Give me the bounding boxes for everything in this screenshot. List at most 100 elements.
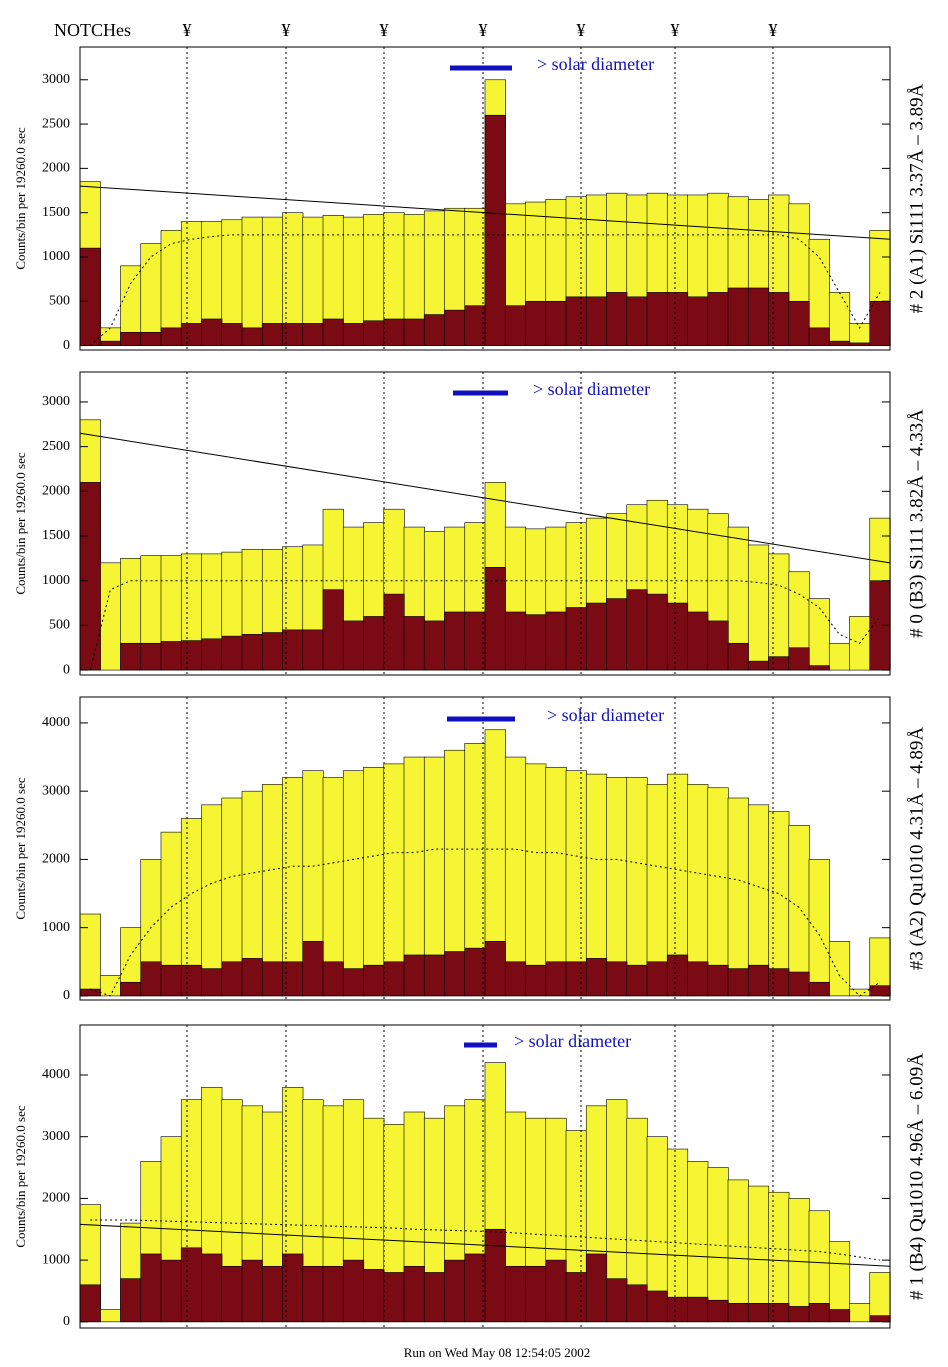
- bin-bar: [140, 961, 162, 997]
- bin-bar: [687, 961, 709, 997]
- bin-bar: [666, 954, 689, 997]
- bin-bar: [606, 292, 628, 346]
- bin-bar: [79, 482, 101, 671]
- y-tick-label: 1000: [42, 920, 70, 935]
- y-tick-label: 3000: [42, 72, 70, 87]
- bin-bar: [403, 616, 425, 671]
- bin-bar: [747, 1185, 770, 1323]
- footer: Run on Wed May 08 12:54:05 2002: [404, 1345, 591, 1360]
- bin-bar: [79, 1284, 101, 1323]
- side-label: # 0 (B3) Si111 3.82Å – 4.33Å: [906, 409, 927, 638]
- bin-bar: [322, 589, 344, 671]
- bin-bar: [849, 1303, 871, 1323]
- y-tick-label: 1000: [42, 573, 70, 588]
- y-tick-label: 3000: [42, 783, 70, 798]
- bin-bar: [808, 327, 830, 346]
- bin-bar: [525, 964, 547, 997]
- y-tick-label: 0: [63, 662, 70, 677]
- bin-bar: [423, 954, 446, 997]
- bin-bar: [707, 292, 729, 346]
- bin-bar: [747, 287, 770, 346]
- bin-bar: [99, 340, 122, 346]
- notch-marker: ¥: [577, 20, 586, 40]
- bin-bar: [545, 1259, 567, 1323]
- bin-bar: [788, 1198, 810, 1323]
- bin-bar: [565, 1272, 587, 1323]
- bin-bar: [484, 1228, 506, 1323]
- notch-marker: ¥: [479, 20, 488, 40]
- bin-bar: [221, 1265, 243, 1323]
- bin-bar: [180, 640, 203, 671]
- y-tick-label: 0: [63, 338, 70, 353]
- bin-bar: [727, 287, 749, 346]
- notch-marker: ¥: [380, 20, 389, 40]
- y-axis-title: Counts/bin per 19260.0 sec: [13, 452, 28, 594]
- bin-bar: [626, 296, 648, 346]
- bin-bar: [768, 553, 790, 671]
- bin-bar: [383, 961, 405, 997]
- smooth-line: [89, 580, 881, 671]
- bin-bar: [606, 961, 628, 997]
- y-tick-label: 2500: [42, 116, 70, 131]
- bin-bar: [261, 632, 284, 671]
- bin-bar: [484, 566, 506, 671]
- bin-bar: [322, 961, 344, 997]
- y-tick-label: 500: [49, 618, 70, 633]
- notch-marker: ¥: [183, 20, 192, 40]
- bin-bar: [403, 954, 425, 997]
- bin-bar: [221, 323, 243, 346]
- bin-bar: [727, 642, 749, 671]
- bin-bar: [241, 634, 263, 671]
- bin-bar: [241, 327, 263, 346]
- bin-bar: [363, 766, 385, 997]
- bin-bar: [444, 951, 466, 997]
- solar-label: > solar diameter: [547, 705, 664, 725]
- bin-bar: [849, 342, 871, 346]
- bin-bar: [241, 958, 263, 997]
- bin-bar: [302, 323, 324, 346]
- plot-frame: [79, 696, 891, 1001]
- bin-bar: [747, 964, 770, 997]
- bin-bar: [302, 1265, 324, 1323]
- plot-frame: [79, 371, 891, 676]
- bin-bar: [646, 593, 668, 671]
- plot-frame: [79, 46, 891, 351]
- bin-bar: [626, 589, 648, 671]
- bin-bar: [545, 300, 567, 346]
- plot-frame: [79, 1024, 891, 1329]
- y-axis-title: Counts/bin per 19260.0 sec: [13, 1105, 28, 1247]
- bin-bar: [545, 611, 567, 671]
- bin-bar: [504, 961, 527, 997]
- notch-marker: ¥: [769, 20, 778, 40]
- bin-bar: [768, 656, 790, 671]
- y-axis-title: Counts/bin per 19260.0 sec: [13, 777, 28, 919]
- bin-bar: [585, 602, 608, 671]
- y-tick-label: 2500: [42, 439, 70, 454]
- bin-bar: [707, 1299, 729, 1323]
- bin-bar: [342, 770, 365, 997]
- bin-bar: [403, 318, 425, 346]
- bin-bar: [79, 988, 101, 997]
- bin-bar: [606, 1278, 628, 1323]
- bin-bar: [849, 988, 871, 997]
- y-tick-label: 4000: [42, 1067, 70, 1082]
- bin-bar: [464, 1253, 486, 1323]
- bin-bar: [808, 598, 830, 671]
- bin-bar: [768, 1191, 790, 1323]
- smooth-line: [89, 848, 881, 997]
- bin-bar: [707, 620, 729, 671]
- bin-bar: [788, 300, 810, 346]
- y-tick-label: 1000: [42, 1252, 70, 1267]
- bin-bar: [140, 642, 162, 671]
- bin-bar: [808, 1303, 830, 1323]
- bin-bar: [180, 1247, 203, 1323]
- bin-bar: [423, 1272, 446, 1323]
- bin-bar: [585, 1253, 608, 1323]
- bin-bar: [201, 968, 223, 997]
- y-tick-label: 1000: [42, 249, 70, 264]
- bin-bar: [828, 941, 851, 997]
- solar-label: > solar diameter: [533, 379, 650, 399]
- bin-bar: [747, 544, 770, 671]
- bin-bar: [120, 981, 142, 997]
- bin-bar: [363, 616, 385, 671]
